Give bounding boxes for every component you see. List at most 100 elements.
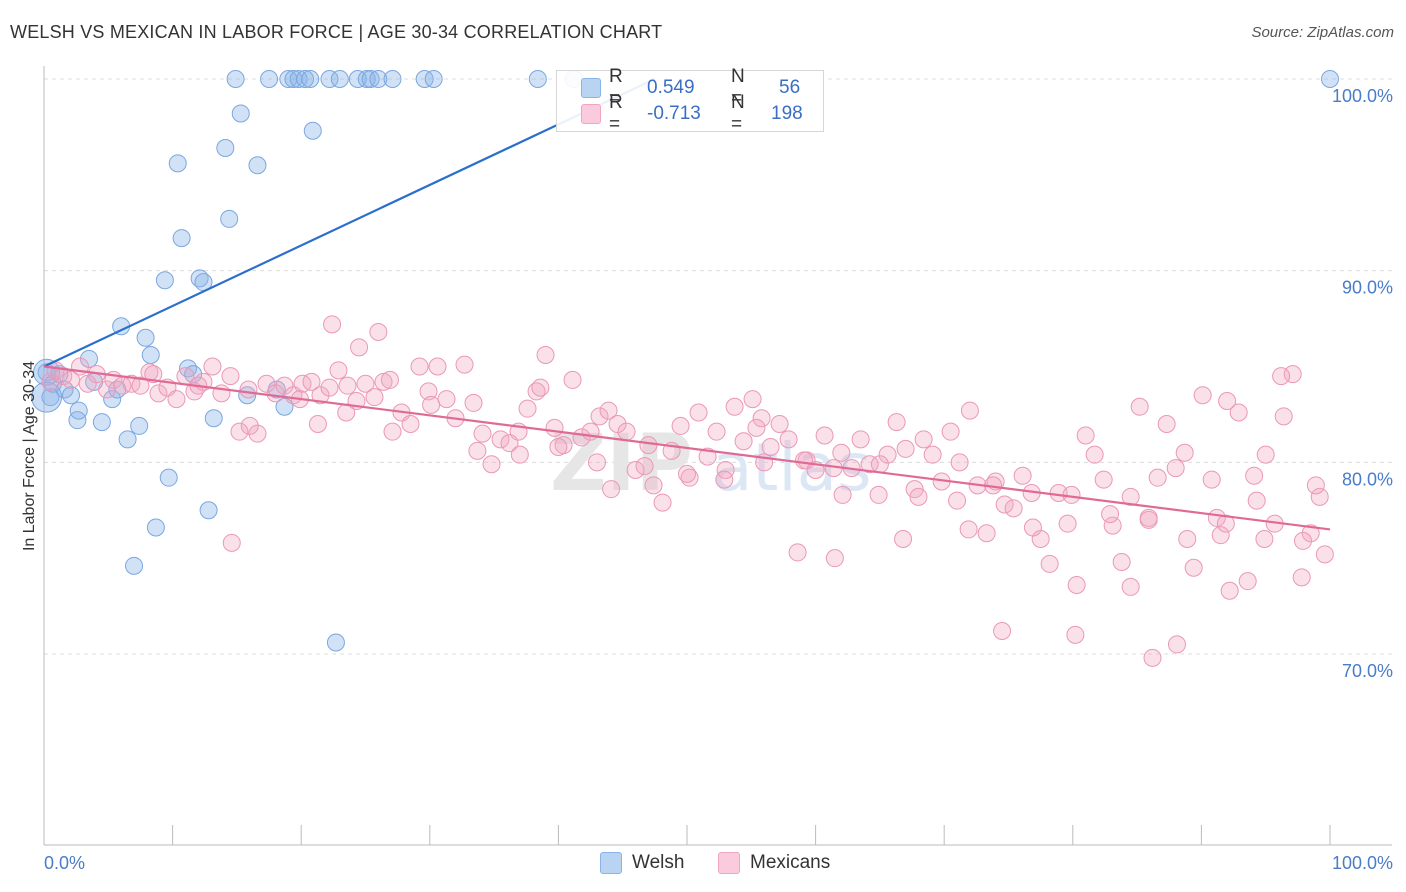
- mexicans-point-165: [144, 365, 163, 384]
- mexicans-point-161: [1218, 392, 1237, 410]
- y-axis-label: In Labor Force | Age 30-34: [21, 361, 38, 551]
- mexicans-point-41: [374, 372, 393, 391]
- y-tick-label-80: 80.0%: [1342, 469, 1393, 489]
- welsh-point-48: [348, 70, 367, 88]
- legend-welsh-r: 0.549: [647, 77, 695, 98]
- mexicans-point-95: [860, 455, 879, 474]
- mexicans-point-48: [437, 390, 456, 409]
- welsh-point-21: [159, 468, 178, 487]
- welsh-trend-line: [43, 78, 656, 368]
- mexicans-point-148: [308, 415, 327, 433]
- mexicans-point-155: [993, 622, 1012, 640]
- mexicans-point-37: [350, 338, 369, 357]
- bottom-swatch-mexicans: [718, 852, 740, 874]
- mexicans-point-97: [878, 445, 897, 464]
- mexicans-point-32: [320, 378, 339, 397]
- welsh-point-51: [369, 70, 388, 88]
- mexicans-point-25: [257, 374, 276, 393]
- mexicans-point-45: [410, 357, 429, 376]
- mexicans-point-144: [1301, 524, 1320, 543]
- mexicans-point-26: [266, 384, 285, 403]
- x-tick-label-100: 100.0%: [1332, 853, 1393, 873]
- mexicans-point-72: [653, 493, 672, 512]
- mexicans-point-30: [302, 372, 321, 391]
- trendlines: [43, 78, 1331, 531]
- mexicans-point-7: [98, 380, 117, 399]
- welsh-point-5: [62, 386, 81, 405]
- mexicans-point-67: [608, 415, 627, 433]
- mexicans-point-152: [825, 549, 844, 568]
- mexicans-point-138: [1247, 491, 1266, 510]
- mexicans-point-101: [914, 430, 933, 449]
- mexicans-point-29: [293, 374, 312, 393]
- welsh-point-11: [103, 390, 122, 409]
- mexicans-point-123: [1112, 553, 1131, 571]
- mexicans-point-92: [833, 485, 852, 504]
- mexicans-point-121: [1094, 470, 1113, 489]
- mexicans-point-130: [1175, 443, 1194, 462]
- mexicans-point-38: [356, 374, 375, 393]
- mexicans-point-11: [131, 376, 150, 395]
- welsh-point-57: [1321, 70, 1339, 88]
- mexicans-point-188: [1101, 505, 1120, 524]
- y-tick-label-70: 70.0%: [1342, 661, 1393, 681]
- legend-welsh-n: 56: [779, 77, 801, 98]
- zipatlas-watermark: ZIP atlas: [550, 419, 872, 509]
- mexicans-point-77: [698, 447, 717, 466]
- mexicans-point-23: [239, 380, 258, 399]
- mexicans-point-104: [941, 422, 960, 441]
- mexicans-point-153: [894, 530, 913, 548]
- mexicans-point-74: [671, 416, 690, 435]
- mexicans-point-3: [62, 370, 81, 389]
- mexicans-point-66: [599, 401, 618, 420]
- legend-mexicans-r: -0.713: [647, 103, 701, 124]
- mexicans-point-19: [203, 357, 222, 376]
- legend-welsh-n-label: N =: [731, 66, 745, 109]
- mexicans-point-22: [230, 422, 249, 441]
- mexicans-point-146: [1315, 545, 1334, 564]
- mexicans-point-129: [1166, 459, 1185, 478]
- mexicans-point-33: [323, 315, 342, 334]
- legend-row-welsh: R = 0.549 N = 56: [581, 66, 801, 109]
- mexicans-point-182: [870, 455, 889, 474]
- welsh-point-35: [248, 156, 267, 175]
- welsh-point-8: [80, 349, 99, 368]
- mexicans-point-50: [455, 355, 474, 374]
- legend-mexicans-r-label: R =: [609, 92, 623, 135]
- y-tick-label-90: 90.0%: [1342, 278, 1393, 298]
- mexicans-point-115: [1040, 554, 1059, 573]
- bottom-swatch-welsh: [600, 852, 622, 874]
- mexicans-point-86: [779, 430, 798, 449]
- mexicans-point-80: [725, 397, 744, 416]
- welsh-point-10: [92, 413, 111, 432]
- mexicans-point-110: [995, 495, 1014, 514]
- welsh-point-19: [146, 518, 165, 537]
- mexicans-point-40: [369, 323, 388, 341]
- mexicans-point-68: [617, 422, 636, 441]
- mexicans-point-192: [1255, 530, 1274, 548]
- mexicans-point-53: [482, 455, 501, 474]
- mexicans-trend-line: [43, 365, 1331, 531]
- mexicans-point-54: [491, 430, 510, 449]
- mexicans-point-190: [1178, 530, 1197, 548]
- mexicans-point-105: [950, 453, 969, 472]
- legend-swatch-welsh: [581, 78, 601, 98]
- mexicans-point-154: [960, 401, 979, 420]
- legend-welsh-r-label: R =: [609, 66, 623, 109]
- mexicans-point-131: [1184, 558, 1203, 577]
- welsh-point-23: [172, 229, 191, 248]
- mexicans-point-125: [1130, 397, 1149, 416]
- mexicans-point-85: [770, 415, 789, 433]
- mexicans-point-42: [383, 422, 402, 441]
- mexicans-point-186: [1023, 518, 1042, 537]
- mexicans-point-44: [401, 415, 420, 433]
- legend: R = 0.549 N = 56 R = -0.713 N = 198: [556, 66, 824, 135]
- mexicans-point-13: [149, 384, 168, 403]
- mexicans-point-120: [1085, 445, 1104, 464]
- mexicans-point-175: [587, 453, 606, 472]
- mexicans-point-124: [1121, 487, 1140, 506]
- welsh-point-54: [424, 70, 443, 88]
- mexicans-point-151: [747, 418, 766, 437]
- gridlines: [44, 78, 1392, 655]
